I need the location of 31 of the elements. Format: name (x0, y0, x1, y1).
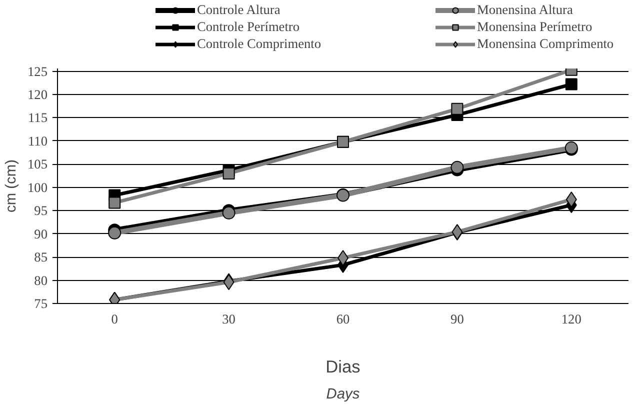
legend-label: Controle Comprimento (197, 36, 322, 52)
legend-label: Monensina Perímetro (477, 19, 592, 35)
legend-label: Controle Altura (197, 2, 280, 18)
point (451, 102, 464, 115)
x-tick-label: 60 (336, 312, 350, 326)
point (450, 160, 464, 174)
legend-label: Monensina Altura (477, 2, 573, 18)
y-tick-label: 85 (34, 250, 48, 265)
legend-label: Controle Perímetro (197, 19, 300, 35)
y-tick-label: 115 (28, 110, 48, 126)
point (222, 167, 235, 180)
y-tick-label: 75 (34, 296, 48, 311)
y-tick-label: 90 (34, 226, 48, 242)
text: Days (326, 386, 360, 402)
y-tick-label: 100 (28, 180, 48, 195)
point (108, 196, 121, 209)
x-axis-title: Dias (326, 356, 361, 376)
y-axis-title: cm (cm) (4, 160, 20, 212)
y-tick-label: 95 (34, 203, 48, 218)
point (108, 226, 122, 240)
legend-label: Monensina Comprimento (477, 36, 614, 52)
y-tick-label: 80 (34, 272, 48, 288)
x-tick-label: 0 (111, 312, 118, 326)
y-tick-label: 120 (28, 87, 48, 102)
x-tick-label: 120 (561, 312, 582, 326)
y-tick-label: 125 (28, 64, 48, 79)
point (565, 78, 578, 90)
x-tick-label: 30 (222, 312, 236, 326)
y-tick-label: 105 (28, 156, 48, 172)
y-tick-label: 110 (28, 133, 48, 148)
x-tick-label: 90 (450, 312, 464, 326)
